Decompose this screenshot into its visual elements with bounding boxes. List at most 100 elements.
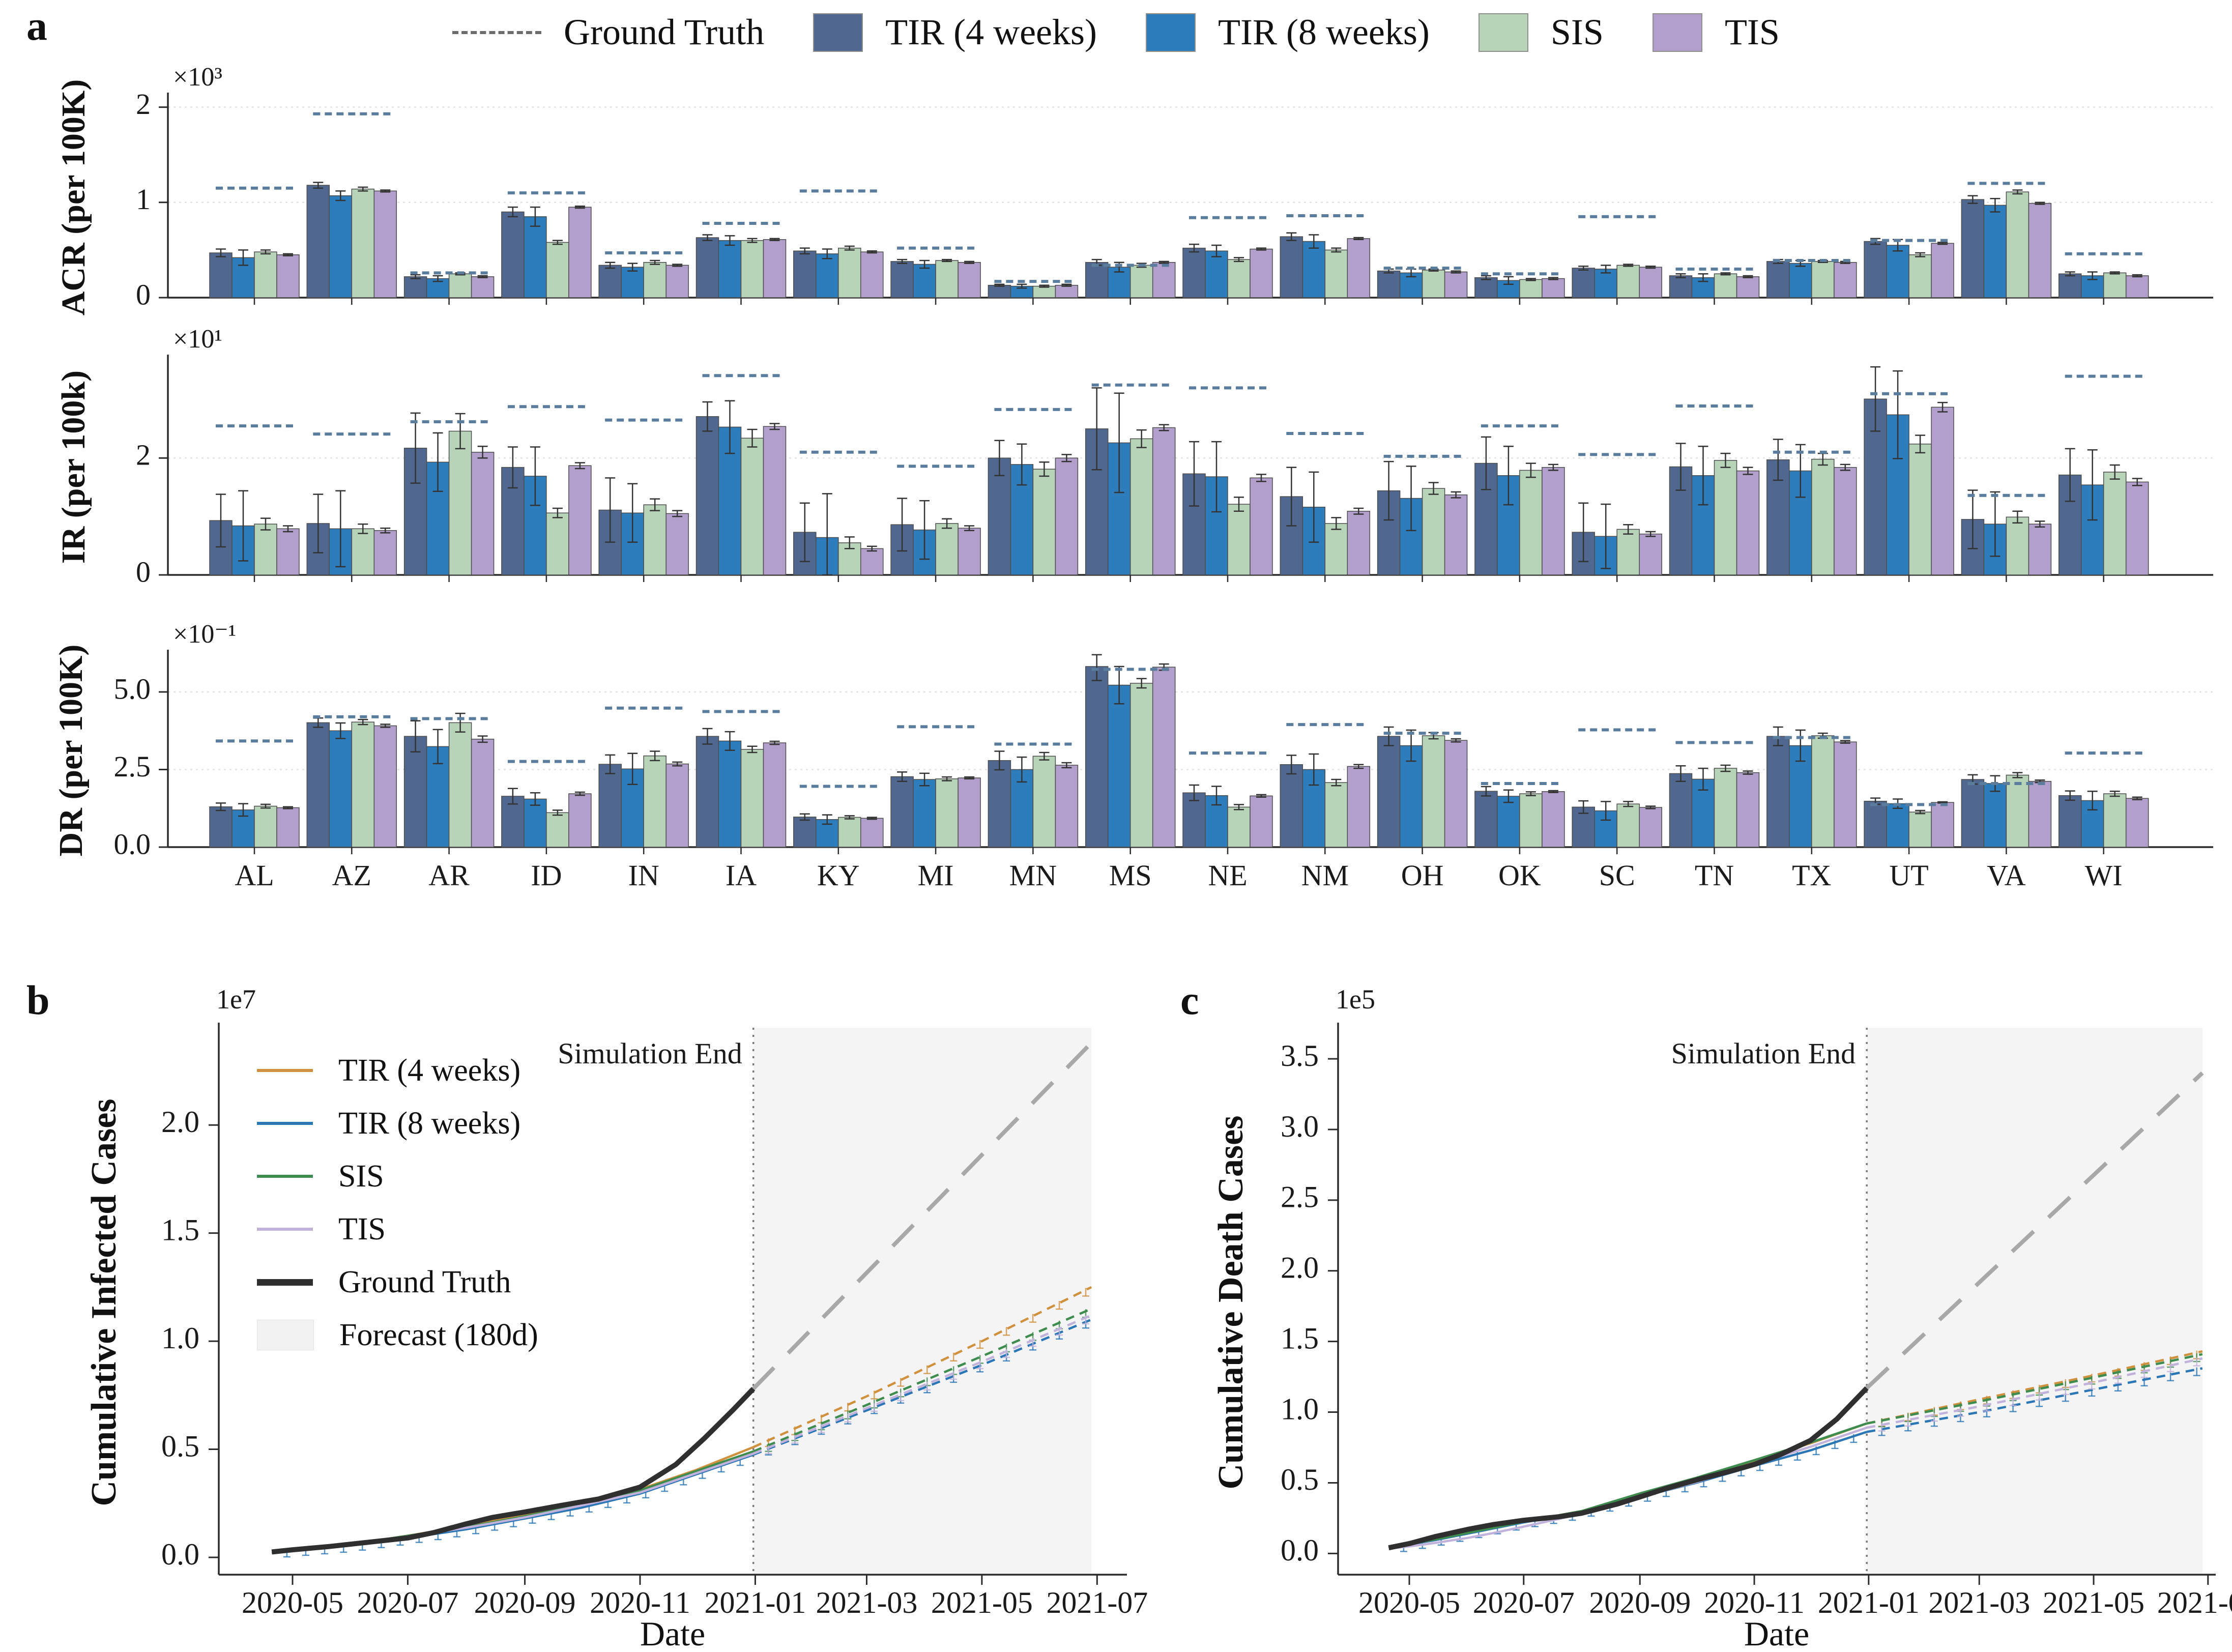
dr-bar-MS-2 <box>1129 683 1153 848</box>
dr-group-OK <box>1474 781 1565 848</box>
acr-bar-SC-0 <box>1572 268 1595 298</box>
legend-item-sis: SIS <box>257 1156 538 1196</box>
ir-bar-AL-3 <box>276 528 300 575</box>
acr-ytick: 0 <box>136 278 151 311</box>
ir-group-UT <box>1864 366 1954 575</box>
acr-group-KY <box>793 189 884 298</box>
infected-line-1-solid <box>272 1454 754 1553</box>
dr-bar-WI-0 <box>2058 795 2082 848</box>
acr-bar-TN-2 <box>1714 273 1737 298</box>
acr-bar-UT-2 <box>1908 254 1932 298</box>
dr-bar-MN-3 <box>1055 765 1079 848</box>
acr-group-SC <box>1572 215 1662 298</box>
infected-sim-end-annotation: Simulation End <box>558 1037 742 1070</box>
ir-group-MS <box>1085 383 1176 575</box>
infected-forecast-region <box>753 1028 1092 1575</box>
legend-item-forecast: Forecast (180d) <box>257 1315 538 1355</box>
ir-bar-MN-0 <box>988 457 1011 575</box>
sis-line-sample <box>257 1175 313 1178</box>
infected-ground-truth-forecast <box>751 1041 1093 1390</box>
deaths-scale-label: 1e5 <box>1336 984 1375 1015</box>
dr-bar-MN-0 <box>988 760 1011 848</box>
dr-bar-AR-3 <box>471 738 495 848</box>
ir-bar-VA-2 <box>2006 516 2030 575</box>
dr-bar-TX-2 <box>1811 735 1835 848</box>
dr-group-IA <box>695 710 787 848</box>
ir-group-OH <box>1377 454 1468 575</box>
ir-ytick: 0 <box>136 555 151 588</box>
acr-bar-OH-2 <box>1422 269 1445 298</box>
dr-bar-AR-2 <box>448 722 472 848</box>
acr-bar-IA-1 <box>718 240 742 298</box>
line-chart-deaths: 0.0 0.5 1.0 1.5 2.0 2.5 3.0 3.5 2020-05 2020-07 20… <box>1281 984 2232 1619</box>
deaths-xtick: 2020-05 <box>1358 1586 1460 1619</box>
ir-bar-OK-2 <box>1519 470 1543 575</box>
deaths-y-axis-label: Cumulative Death Cases <box>1211 1115 1251 1490</box>
acr-bar-MI-0 <box>890 261 914 298</box>
ir-bar-NM-3 <box>1347 511 1371 575</box>
acr-bar-NE-2 <box>1227 259 1251 298</box>
infected-ytick: 1.5 <box>161 1213 199 1247</box>
dr-bar-OH-1 <box>1399 745 1423 848</box>
dr-group-MS <box>1085 654 1176 848</box>
dr-group-AZ <box>306 715 397 848</box>
panel-b-label: b <box>26 977 50 1023</box>
dr-bar-TN-0 <box>1669 773 1693 848</box>
state-tick-AZ: AZ <box>332 859 371 892</box>
acr-bar-NM-3 <box>1347 238 1371 298</box>
ir-bar-OK-3 <box>1542 467 1565 575</box>
ir-bar-SC-2 <box>1616 529 1640 575</box>
acr-bar-NE-3 <box>1250 248 1273 298</box>
acr-group-AR <box>403 271 495 298</box>
dr-bar-VA-3 <box>2028 780 2052 848</box>
ir-bar-KY-3 <box>860 548 884 575</box>
ir-bar-AR-2 <box>448 430 472 575</box>
dr-bar-MI-3 <box>958 777 981 848</box>
dr-bar-OH-3 <box>1444 740 1468 848</box>
dr-group-IN <box>598 706 689 848</box>
dr-group-KY <box>793 785 884 848</box>
acr-group-TN <box>1669 267 1760 298</box>
dr-bar-ID-3 <box>568 793 592 848</box>
deaths-xtick: 2020-09 <box>1589 1586 1691 1619</box>
acr-bar-IA-3 <box>763 239 787 298</box>
legend-panel-b: TIR (4 weeks) TIR (8 weeks) SIS TIS Grou… <box>257 1051 538 1355</box>
ir-bar-MI-2 <box>935 523 959 575</box>
acr-group-MN <box>988 280 1079 298</box>
ir-group-IA <box>695 374 787 575</box>
legend-label: Forecast (180d) <box>339 1317 538 1352</box>
bar-row-acr: 0 1 2 ×10³ <box>136 63 2213 311</box>
dr-bar-AR-0 <box>403 736 427 848</box>
dr-bar-SC-3 <box>1639 807 1662 848</box>
legend-label: Ground Truth <box>564 12 765 52</box>
dr-bar-OK-2 <box>1519 793 1543 848</box>
tis-line-sample <box>257 1228 313 1231</box>
deaths-xtick: 2021-05 <box>2043 1586 2144 1619</box>
deaths-ground-truth-line <box>1388 1386 1869 1551</box>
acr-y-axis-label: ACR (per 100K) <box>55 79 92 316</box>
dr-bar-VA-0 <box>1961 779 1985 848</box>
ir-bar-UT-3 <box>1931 407 1954 575</box>
dr-bar-KY-2 <box>838 817 861 848</box>
acr-bar-OH-3 <box>1444 271 1468 298</box>
acr-bar-MS-3 <box>1152 262 1176 298</box>
ir-group-SC <box>1572 453 1662 575</box>
dr-ytick: 2.5 <box>114 750 151 783</box>
dr-bar-MS-0 <box>1085 666 1109 848</box>
dr-bar-MI-1 <box>913 779 936 848</box>
infected-xtick: 2020-09 <box>474 1586 576 1619</box>
legend-item-sis: SIS <box>1478 11 1604 53</box>
acr-bar-TX-3 <box>1834 262 1857 298</box>
ir-bar-NM-2 <box>1324 523 1348 575</box>
dr-scale-label: ×10⁻¹ <box>173 620 236 649</box>
ir-group-IN <box>598 418 689 575</box>
ir-bar-WI-2 <box>2103 472 2127 575</box>
acr-group-IN <box>598 251 689 298</box>
acr-bar-TX-0 <box>1766 261 1790 298</box>
panel-c-x-axis-label: Date <box>1744 1614 1810 1652</box>
state-tick-KY: KY <box>817 859 860 892</box>
state-tick-AR: AR <box>428 859 470 892</box>
ir-bar-MS-3 <box>1152 427 1176 575</box>
dr-bar-UT-1 <box>1886 803 1909 848</box>
tir8-line-sample <box>257 1122 313 1125</box>
